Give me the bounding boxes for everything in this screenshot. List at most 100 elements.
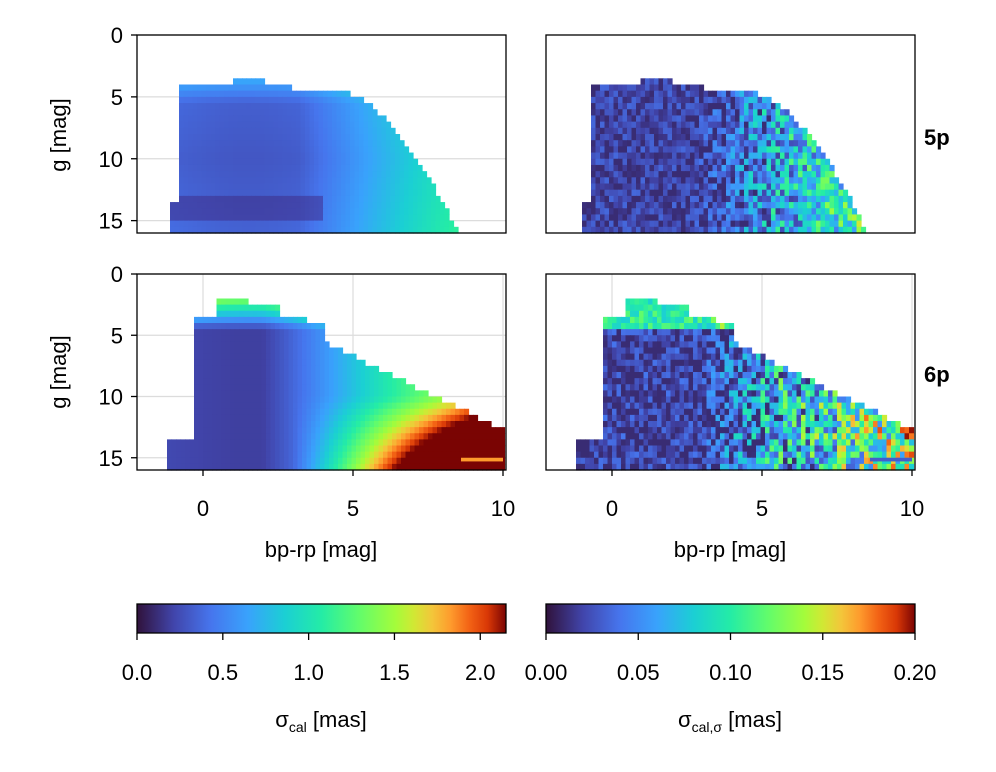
heatmap-cell xyxy=(338,347,344,355)
heatmap-cell xyxy=(639,421,645,428)
heatmap-cell xyxy=(278,146,284,154)
heatmap-cell xyxy=(266,353,272,361)
heatmap-cell xyxy=(891,427,897,434)
heatmap-cell xyxy=(802,152,808,160)
heatmap-cell xyxy=(243,445,249,453)
heatmap-cell xyxy=(819,390,825,398)
panel-6p-cal-sigma: 0 5 10 xyxy=(545,273,924,521)
heatmap-cell xyxy=(396,445,402,453)
heatmap-cell xyxy=(242,220,248,228)
heatmap-cell xyxy=(760,396,766,404)
heatmap-cell xyxy=(296,183,302,191)
heatmap-cell xyxy=(828,445,834,453)
heatmap-cell xyxy=(332,115,338,123)
heatmap-cell xyxy=(261,372,267,379)
heatmap-cell xyxy=(446,414,452,422)
heatmap-cell xyxy=(730,189,736,197)
heatmap-cell xyxy=(681,134,687,141)
heatmap-cell xyxy=(396,390,402,398)
heatmap-cell xyxy=(648,298,654,306)
heatmap-cell xyxy=(703,171,709,178)
heatmap-cell xyxy=(699,214,705,222)
heatmap-cell xyxy=(684,335,690,342)
heatmap-cell xyxy=(338,402,344,410)
heatmap-cell xyxy=(239,457,245,465)
heatmap-cell xyxy=(712,164,718,172)
heatmap-cell xyxy=(591,183,597,191)
heatmap-cell xyxy=(717,103,723,110)
heatmap-cell xyxy=(221,353,227,361)
heatmap-cell xyxy=(769,359,775,367)
heatmap-cell xyxy=(648,304,654,312)
heatmap-cell xyxy=(679,414,685,422)
heatmap-cell xyxy=(482,421,488,428)
heatmap-cell xyxy=(234,414,240,422)
heatmap-cell xyxy=(837,408,843,416)
heatmap-cell xyxy=(338,414,344,422)
heatmap-cell xyxy=(410,433,416,440)
heatmap-cell xyxy=(739,183,745,191)
heatmap-cell xyxy=(293,378,299,385)
heatmap-cell xyxy=(685,171,691,178)
heatmap-cell xyxy=(314,103,320,110)
heatmap-cell xyxy=(684,439,690,447)
heatmap-cell xyxy=(616,414,622,422)
heatmap-cell xyxy=(595,134,601,141)
heatmap-cell xyxy=(604,177,610,185)
heatmap-cell xyxy=(654,183,660,191)
heatmap-cell xyxy=(663,127,669,135)
heatmap-cell xyxy=(318,171,324,178)
heatmap-cell xyxy=(273,96,279,104)
heatmap-cell xyxy=(477,421,483,428)
heatmap-cell xyxy=(356,365,362,373)
heatmap-cell xyxy=(609,152,615,160)
heatmap-cell xyxy=(264,208,270,216)
heatmap-cell xyxy=(766,134,772,141)
heatmap-cell xyxy=(338,378,344,385)
heatmap-cell xyxy=(652,347,658,355)
heatmap-cell xyxy=(766,140,772,147)
heatmap-cell xyxy=(194,335,200,342)
heatmap-cell xyxy=(658,115,664,123)
heatmap-cell xyxy=(766,171,772,178)
heatmap-cell xyxy=(270,329,276,336)
heatmap-cell xyxy=(756,353,762,361)
heatmap-cell xyxy=(715,378,721,385)
heatmap-cell xyxy=(234,347,240,355)
heatmap-cell xyxy=(432,414,438,422)
heatmap-cell xyxy=(819,421,825,428)
heatmap-cell xyxy=(591,134,597,141)
heatmap-cell xyxy=(408,220,414,228)
heatmap-cell xyxy=(255,202,261,209)
heatmap-cell xyxy=(423,421,429,428)
heatmap-cell xyxy=(221,408,227,416)
heatmap-cell xyxy=(248,384,254,391)
heatmap-cell xyxy=(242,140,248,147)
heatmap-cell xyxy=(314,226,320,234)
heatmap-cell xyxy=(207,341,213,349)
heatmap-cell xyxy=(672,214,678,222)
heatmap-cell xyxy=(616,323,622,330)
heatmap-cell xyxy=(206,96,212,104)
heatmap-cell xyxy=(616,359,622,367)
heatmap-cell xyxy=(350,220,356,228)
heatmap-cell xyxy=(336,164,342,172)
heatmap-cell xyxy=(264,140,270,147)
heatmap-cell xyxy=(607,427,613,434)
heatmap-cell xyxy=(212,427,218,434)
heatmap-cell xyxy=(374,451,380,459)
heatmap-cell xyxy=(729,390,735,398)
heatmap-cell xyxy=(681,226,687,234)
heatmap-cell xyxy=(780,121,786,129)
heatmap-cell xyxy=(198,359,204,367)
heatmap-cell xyxy=(672,171,678,178)
heatmap-cell xyxy=(239,451,245,459)
heatmap-cell xyxy=(293,359,299,367)
heatmap-cell xyxy=(658,226,664,234)
heatmap-cell xyxy=(225,384,231,391)
heatmap-cell xyxy=(221,384,227,391)
heatmap-cell xyxy=(825,171,831,178)
heatmap-cell xyxy=(771,146,777,154)
heatmap-cell xyxy=(735,115,741,123)
